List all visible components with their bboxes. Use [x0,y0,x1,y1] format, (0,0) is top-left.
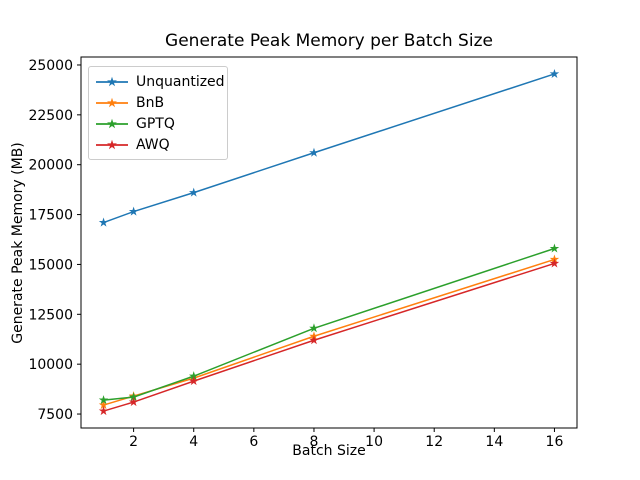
legend-label: Unquantized [136,73,225,90]
svg-text:6: 6 [249,434,258,450]
x-axis-label: Batch Size [292,443,366,459]
y-axis-label: Generate Peak Memory (MB) [10,142,26,344]
svg-text:17500: 17500 [28,208,73,224]
svg-text:15000: 15000 [28,257,73,273]
svg-text:4: 4 [189,434,198,450]
legend-item-unquantized: Unquantized [95,71,225,92]
star-marker-line-icon [96,76,128,86]
svg-text:20000: 20000 [28,158,73,174]
chart-title: Generate Peak Memory per Batch Size [165,31,493,51]
legend-label: BnB [136,94,165,111]
svg-text:22500: 22500 [28,108,73,124]
legend-item-gptq: GPTQ [95,113,221,134]
svg-text:14: 14 [485,434,503,450]
svg-text:8: 8 [310,434,319,450]
svg-text:2: 2 [129,434,138,450]
svg-text:16: 16 [546,434,564,450]
legend-item-bnb: BnB [95,92,221,113]
svg-text:7500: 7500 [37,407,73,423]
svg-text:12: 12 [425,434,443,450]
star-marker-line-icon [96,118,128,128]
svg-text:25000: 25000 [28,58,73,74]
star-marker-line-icon [96,139,128,149]
svg-text:10000: 10000 [28,357,73,373]
svg-text:12500: 12500 [28,307,73,323]
svg-text:10: 10 [365,434,383,450]
legend: Unquantized BnB GPTQ AWQ [88,66,228,160]
legend-item-awq: AWQ [95,134,221,155]
legend-label: AWQ [136,136,170,153]
legend-label: GPTQ [136,115,175,132]
star-marker-line-icon [96,97,128,107]
